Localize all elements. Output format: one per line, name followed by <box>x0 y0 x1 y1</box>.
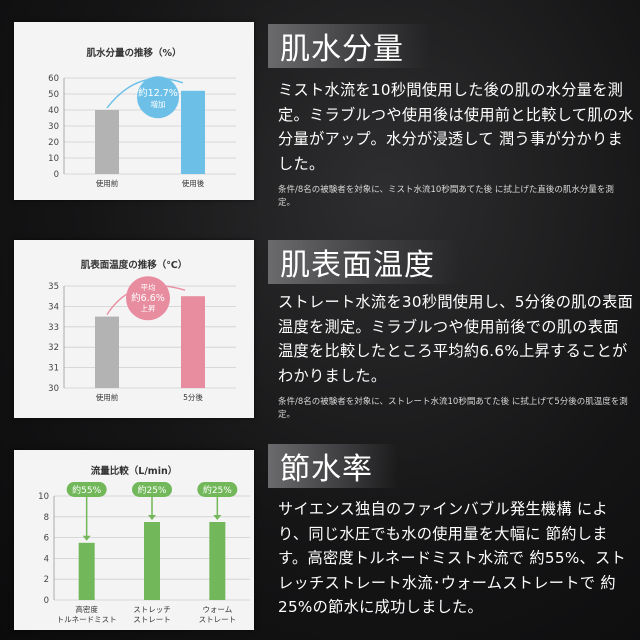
label-arrowhead <box>148 515 156 520</box>
bar <box>181 296 205 388</box>
chart-title: 流量比較（L/min） <box>91 465 177 477</box>
annotation-text: 平均 <box>141 282 156 292</box>
note-skin-moisture: 条件/8名の被験者を対象に、ミスト水流10秒間あてた後 に拭上げた直後の肌水分量… <box>278 185 614 208</box>
x-tick-label: 5分後 <box>183 392 203 402</box>
annotation-text: 増加 <box>151 99 166 109</box>
bar <box>181 90 205 174</box>
y-tick-label: 33 <box>48 323 59 333</box>
y-tick-label: 20 <box>48 138 59 148</box>
x-tick-label: ストレッチ <box>133 605 171 614</box>
x-tick-label: ストレート <box>199 615 237 624</box>
water-saving-chart: 流量比較（L/min）0246810高密度トルネードミストストレッチストレートウ… <box>38 465 250 624</box>
heading-water-saving: 節水率 <box>268 444 398 488</box>
chart-card-skin-moisture: 肌水分量の推移（%） 0 10 20 30 40 50 60 使用前 使用後 約12.7% 増加 <box>14 22 254 200</box>
y-tick-label: 0 <box>54 170 59 180</box>
annotation-bubble <box>137 76 179 119</box>
data-label: 約25% <box>137 484 166 496</box>
y-tick-label: 30 <box>48 384 59 394</box>
bar <box>144 522 160 600</box>
chart-card-water-saving: 流量比較（L/min） 0 2 4 6 8 10 高密度 トルネードミスト ストレッチ ストレートウ… <box>14 450 254 630</box>
chart-title: 肌水分量の推移（%） <box>85 47 181 59</box>
x-tick-label: ストレート <box>133 615 171 624</box>
heading-skin-moisture: 肌水分量 <box>268 24 430 68</box>
y-tick-label: 35 <box>48 282 59 292</box>
bar <box>209 522 226 600</box>
x-tick-label: 使用後 <box>182 178 205 188</box>
y-tick-label: 2 <box>44 575 49 585</box>
annotation-text: 上昇 <box>141 304 156 313</box>
note-skin-temperature: 条件/8名の被験者を対象に、ストレート水流10秒間あてた後 に拭上げて5分後の肌… <box>278 397 628 420</box>
label-pill <box>197 482 238 497</box>
body-skin-moisture: ミスト水流を10秒間使用した後の肌の水分量を測定。ミラブルつや使用後は使用前と比… <box>278 81 634 173</box>
y-tick-label: 8 <box>44 513 49 523</box>
y-tick-label: 10 <box>38 492 49 502</box>
heading-skin-temperature: 肌表面温度 <box>268 240 460 284</box>
y-tick-label: 31 <box>48 364 59 374</box>
x-tick-label: 使用前 <box>96 178 119 188</box>
body-water-saving: サイエンス独自のファインバブル発生機構 により、同じ水圧でも水の使用量を大幅に … <box>278 500 627 616</box>
annotation-arrow <box>106 77 184 109</box>
skin-temperature-chart: 肌表面温度の推移（℃） 30 31 32 33 34 35 使用前 5分後 平均約6.6%上昇 <box>48 259 236 402</box>
bar <box>78 542 95 600</box>
y-tick-label: 4 <box>44 554 49 564</box>
y-tick-label: 6 <box>44 534 49 544</box>
label-arrowhead <box>82 535 91 541</box>
y-tick-label: 30 <box>48 122 59 132</box>
data-label: 約55% <box>72 484 101 496</box>
x-tick-label: トルネードミスト <box>57 615 117 624</box>
bar <box>95 110 119 174</box>
y-tick-label: 50 <box>48 90 59 100</box>
label-arrowhead <box>213 515 222 520</box>
y-tick-label: 34 <box>48 302 59 312</box>
bar <box>95 316 119 388</box>
y-tick-label: 60 <box>48 74 59 84</box>
y-tick-label: 10 <box>48 154 59 164</box>
annotation-text: 約12.7% <box>138 87 178 99</box>
label-pill <box>132 482 172 497</box>
y-tick-label: 40 <box>48 106 59 116</box>
chart-title: 肌表面温度の推移（℃） <box>80 259 188 271</box>
annotation-text: 約6.6% <box>131 292 165 304</box>
y-tick-label: 0 <box>44 596 49 606</box>
y-tick-label: 32 <box>48 343 59 353</box>
label-pill <box>66 482 107 497</box>
body-skin-temperature: ストレート水流を30秒間使用し、5分後の肌の表面温度を測定。ミラブルつや使用前後… <box>278 293 634 385</box>
skin-moisture-chart: 肌水分量の推移（%） 0 10 20 30 40 50 60 使用前 使用後 約12.7%増加 <box>48 47 236 188</box>
data-label: 約25% <box>203 484 232 496</box>
x-tick-label: 使用前 <box>96 392 119 402</box>
chart-card-skin-temperature: 肌表面温度の推移（℃） 30 31 32 33 34 35 使用前 5分後 平均 約6.6% 上昇 <box>14 240 254 418</box>
x-tick-label: ウォーム <box>202 605 232 614</box>
x-tick-label: 高密度 <box>75 604 98 614</box>
annotation-bubble <box>126 276 170 321</box>
